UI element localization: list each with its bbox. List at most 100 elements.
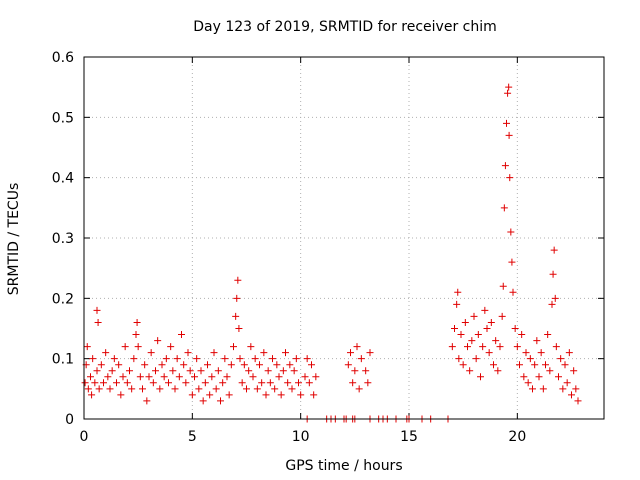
data-point [509, 288, 517, 296]
data-point [490, 361, 497, 369]
data-point [102, 349, 110, 357]
data-point [459, 361, 467, 369]
data-point [275, 373, 283, 381]
data-point [308, 361, 315, 369]
data-point [511, 325, 519, 332]
data-point [186, 367, 194, 375]
data-point [303, 355, 311, 363]
data-point [357, 355, 365, 363]
data-point [84, 385, 92, 393]
data-point [126, 367, 133, 375]
data-point [470, 312, 478, 320]
data-point [251, 355, 259, 363]
data-point [269, 355, 276, 363]
data-point [117, 391, 125, 399]
data-point [496, 343, 504, 351]
data-point [555, 373, 562, 381]
data-point [95, 385, 103, 393]
data-point [173, 355, 181, 363]
data-point [563, 379, 571, 387]
data-point [154, 337, 162, 345]
data-point [134, 343, 142, 351]
data-point [87, 373, 94, 381]
data-point [286, 361, 294, 369]
data-point [139, 385, 146, 393]
data-point [256, 361, 263, 369]
data-point [565, 349, 573, 357]
data-point [468, 337, 476, 345]
data-point [504, 89, 512, 97]
data-point [158, 361, 166, 369]
data-point [100, 379, 107, 387]
data-point [310, 391, 318, 399]
data-point [544, 331, 552, 339]
data-point [121, 343, 129, 351]
data-point [208, 373, 216, 381]
data-point [520, 373, 528, 381]
data-point [93, 367, 101, 375]
x-tick-label: 20 [508, 429, 526, 445]
data-point [249, 373, 257, 381]
data-point [549, 270, 557, 278]
data-point [542, 361, 549, 369]
data-point [180, 361, 188, 369]
data-point [141, 361, 149, 369]
x-tick-label: 5 [188, 429, 197, 445]
data-point [227, 361, 235, 369]
data-point [221, 355, 229, 363]
data-point [524, 379, 532, 387]
data-point [535, 373, 543, 381]
axis-ticks: 0 0.1 0.2 0.3 0.4 0.5 0.6 0 5 10 15 20 [52, 50, 604, 445]
data-point [500, 204, 508, 212]
data-point [474, 331, 482, 339]
data-point [466, 367, 474, 375]
data-point [262, 391, 270, 399]
data-point [143, 397, 151, 405]
data-point [204, 361, 211, 369]
data-point [344, 361, 352, 369]
data-point [149, 379, 157, 387]
data-point [128, 385, 136, 393]
data-point [537, 349, 545, 357]
data-point [546, 367, 554, 375]
data-point [152, 367, 159, 375]
data-point [366, 349, 374, 357]
data-point [110, 355, 118, 363]
data-point [156, 385, 164, 393]
data-point [364, 379, 372, 387]
data-point [260, 349, 268, 357]
data-point [123, 379, 131, 387]
data-point [572, 385, 580, 393]
data-point [351, 367, 359, 375]
data-point [455, 355, 463, 363]
data-point [453, 300, 461, 308]
data-point [513, 343, 521, 351]
y-tick-label: 0.2 [52, 291, 74, 307]
data-point [253, 385, 261, 393]
data-point [353, 343, 361, 351]
data-point [240, 361, 248, 369]
data-point [247, 343, 255, 351]
data-point [494, 367, 502, 375]
data-point [258, 379, 266, 387]
data-point [501, 162, 509, 170]
data-point [552, 343, 560, 351]
data-point [230, 343, 237, 351]
data-point [551, 294, 559, 302]
data-point [188, 391, 196, 399]
chart-title: Day 123 of 2019, SRMTID for receiver chi… [193, 19, 497, 35]
data-point [301, 373, 309, 381]
data-point [94, 318, 102, 326]
data-point [136, 373, 144, 381]
data-point [245, 367, 253, 375]
data-point [508, 258, 516, 266]
data-point [235, 325, 243, 332]
data-point [212, 385, 220, 393]
data-point [167, 343, 175, 351]
data-point [130, 355, 138, 363]
data-point [506, 174, 514, 182]
data-point [477, 373, 484, 381]
data-point [574, 397, 582, 405]
data-point [487, 318, 495, 326]
